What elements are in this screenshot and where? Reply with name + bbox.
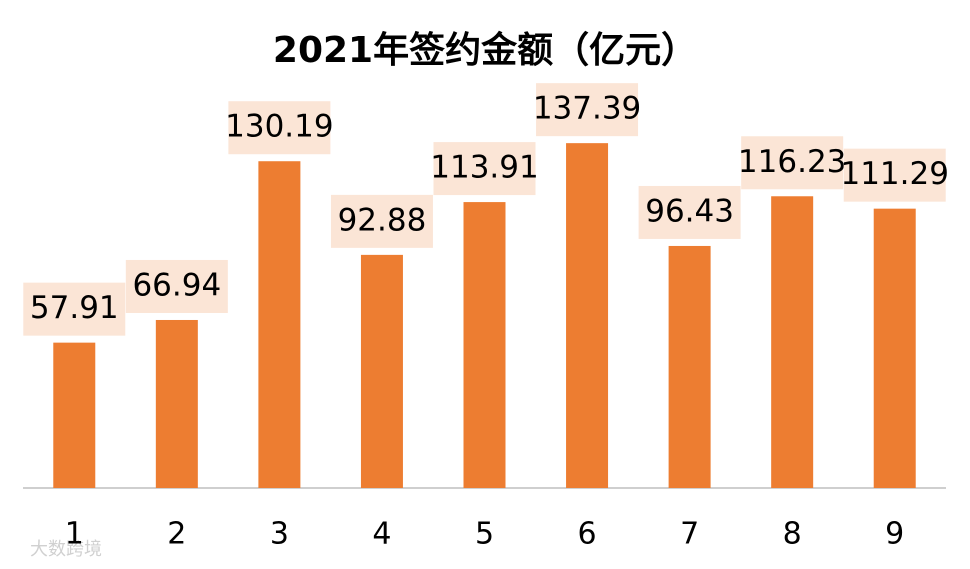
x-tick-label: 7 (680, 517, 699, 552)
x-tick-label: 1 (65, 517, 84, 552)
bar (258, 161, 301, 489)
value-label-box (843, 148, 946, 202)
x-tick-label: 5 (475, 517, 494, 552)
x-tick-label: 8 (783, 517, 802, 552)
bar (463, 202, 506, 488)
bar (873, 208, 916, 488)
value-label-box (433, 142, 536, 196)
value-label: 113.91 (430, 150, 538, 186)
x-tick-label: 3 (270, 517, 289, 552)
chart-title: 2021年签约金额（亿元） (273, 29, 697, 71)
value-label: 137.39 (533, 91, 641, 127)
bar (155, 319, 198, 488)
value-label: 66.94 (132, 267, 221, 303)
watermark: 大数跨境 (30, 539, 102, 560)
bar (771, 196, 814, 488)
value-label: 111.29 (840, 156, 948, 192)
value-label-box (536, 83, 639, 137)
x-tick-label: 2 (167, 517, 186, 552)
value-label: 57.91 (30, 290, 119, 326)
value-label-box (125, 259, 228, 313)
bar (53, 342, 96, 488)
x-tick-label: 9 (885, 517, 904, 552)
x-tick-label: 4 (372, 517, 391, 552)
value-label-box (228, 101, 331, 155)
value-label-box (23, 282, 126, 336)
bar (360, 254, 403, 488)
value-label: 96.43 (645, 193, 734, 229)
value-label-box (638, 185, 741, 239)
value-label-box (330, 194, 433, 248)
value-label: 92.88 (338, 202, 427, 238)
bar (566, 143, 609, 488)
value-label-box (741, 136, 844, 190)
value-label: 116.23 (738, 144, 846, 180)
x-tick-label: 6 (578, 517, 597, 552)
value-label: 130.19 (225, 109, 333, 145)
bar (668, 245, 711, 488)
